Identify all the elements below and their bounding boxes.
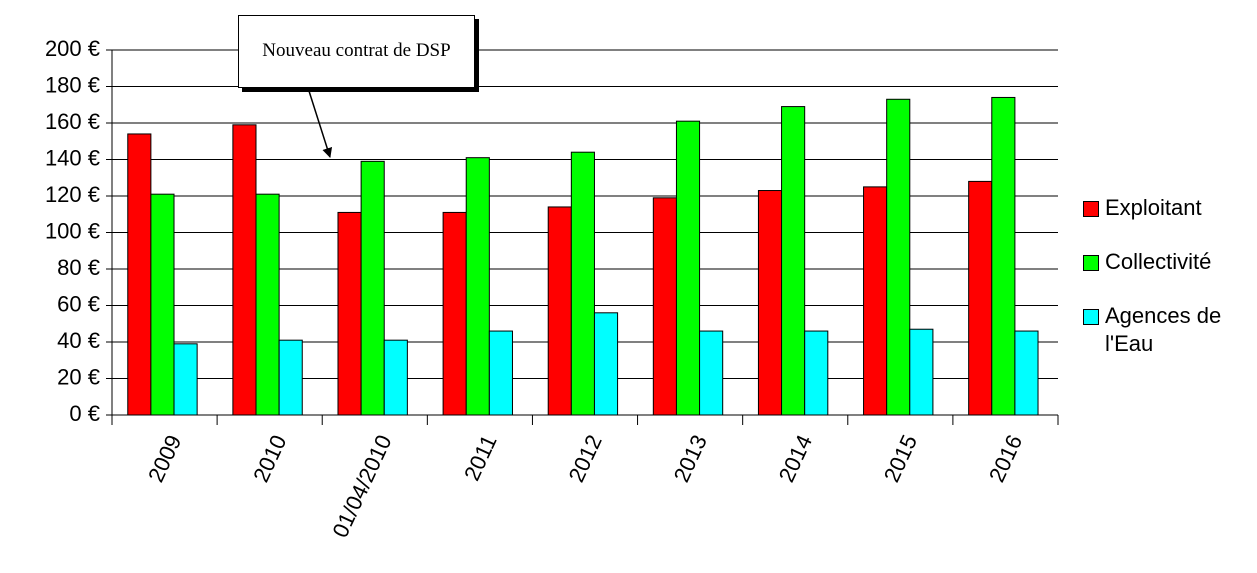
bar [652, 197, 677, 416]
y-tick-label: 40 € [57, 328, 100, 353]
bar [173, 343, 198, 416]
x-tick-label: 2015 [879, 431, 922, 486]
y-tick-label: 100 € [45, 218, 100, 243]
x-tick-label: 2009 [143, 431, 186, 486]
bar [781, 106, 806, 416]
legend-label: Agences de l'Eau [1105, 303, 1222, 356]
bar [699, 330, 724, 416]
legend-swatch [1083, 201, 1099, 217]
bar [232, 124, 257, 416]
legend-swatch [1083, 309, 1099, 325]
x-tick-label: 2012 [563, 431, 606, 486]
bar [757, 190, 783, 416]
x-tick-label: 2016 [984, 431, 1027, 486]
bar [442, 211, 467, 416]
x-tick-label: 2014 [774, 431, 817, 486]
bar [968, 180, 993, 416]
bar [570, 151, 595, 416]
y-tick-label: 120 € [45, 182, 100, 207]
legend-label: Exploitant [1105, 195, 1202, 220]
y-tick-label: 20 € [57, 364, 100, 389]
bar [150, 193, 175, 416]
y-tick-label: 160 € [45, 109, 100, 134]
bar [909, 328, 934, 416]
y-tick-label: 140 € [45, 145, 100, 170]
y-tick-label: 60 € [57, 291, 100, 316]
bar [465, 157, 490, 416]
bar [383, 339, 408, 416]
bar [804, 330, 829, 416]
legend-swatch [1083, 255, 1099, 271]
bar [863, 186, 888, 416]
x-tick-label: 2010 [248, 431, 291, 486]
y-tick-label: 180 € [45, 72, 100, 97]
bar [593, 312, 619, 416]
x-tick-label: 01/04/2010 [327, 431, 396, 541]
bar [1014, 330, 1039, 416]
bar [278, 339, 303, 416]
bar [127, 133, 152, 416]
y-tick-label: 200 € [45, 36, 100, 61]
bar [255, 193, 280, 416]
x-tick-label: 2011 [459, 431, 502, 484]
x-tick-label: 2013 [669, 431, 712, 486]
bar [886, 98, 911, 416]
legend-label: Collectivité [1105, 249, 1212, 274]
bar [360, 160, 385, 416]
y-tick-label: 0 € [69, 401, 100, 426]
y-tick-label: 80 € [57, 255, 100, 280]
annotation-arrow [308, 90, 333, 158]
bar [675, 120, 701, 416]
annotation: Nouveau contrat de DSP [238, 15, 475, 88]
bar [337, 211, 362, 416]
bar [547, 206, 572, 416]
bar [488, 330, 513, 416]
bar [991, 96, 1016, 416]
